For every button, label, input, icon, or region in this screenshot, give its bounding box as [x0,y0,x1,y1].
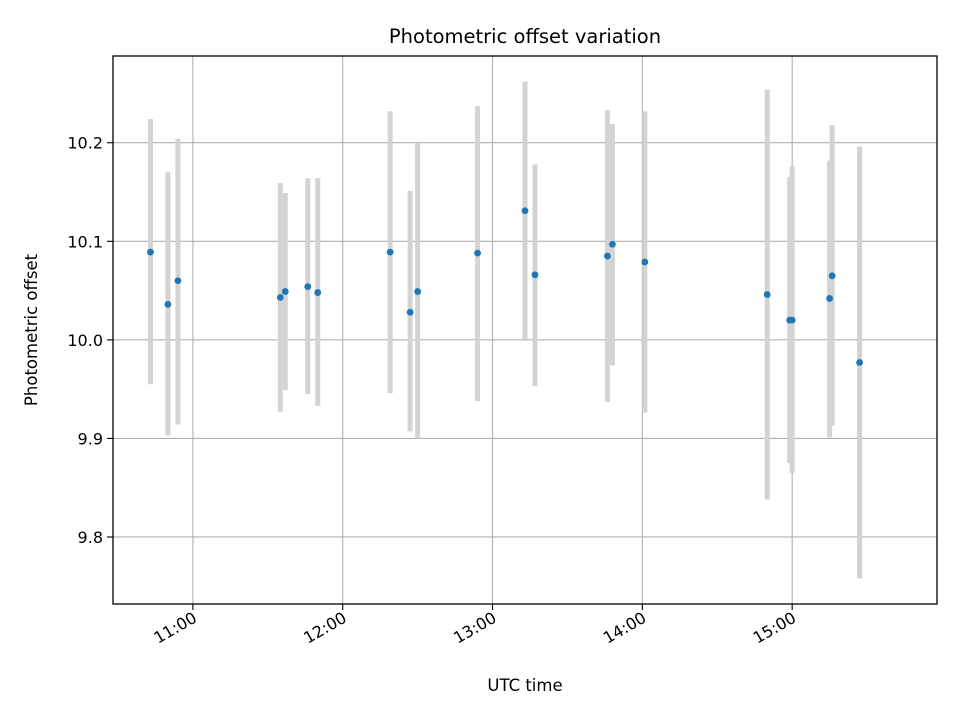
data-point [276,294,284,301]
data-point [304,283,312,291]
plot-frame [112,55,938,605]
data-point [164,300,172,308]
data-point [521,207,529,215]
data-point [788,316,796,324]
y-tick-label: 10.1 [67,232,103,251]
y-tick-label: 10.2 [67,134,103,153]
data-point [531,271,539,279]
chart-title: Photometric offset variation [389,25,661,48]
data-point [406,308,414,316]
x-axis-label: UTC time [487,676,562,695]
data-point [386,248,394,256]
data-point [174,277,182,285]
data-point [314,289,322,296]
y-tick-label: 10.0 [67,331,103,350]
data-point [763,291,771,298]
y-axis-label: Photometric offset [22,253,41,406]
data-point [856,359,863,366]
data-point [828,272,836,280]
y-tick-label: 9.8 [78,528,103,547]
y-tick-label: 9.9 [78,429,103,448]
data-points [147,207,863,366]
data-point [608,240,616,248]
data-point [826,295,834,302]
data-point [147,248,154,256]
y-axis-ticks: 9.8 9.9 10.0 10.1 10.2 [67,134,113,547]
data-point [604,252,611,260]
data-point [281,288,289,295]
data-point [474,249,481,257]
data-point [641,258,649,266]
data-point [414,288,422,295]
